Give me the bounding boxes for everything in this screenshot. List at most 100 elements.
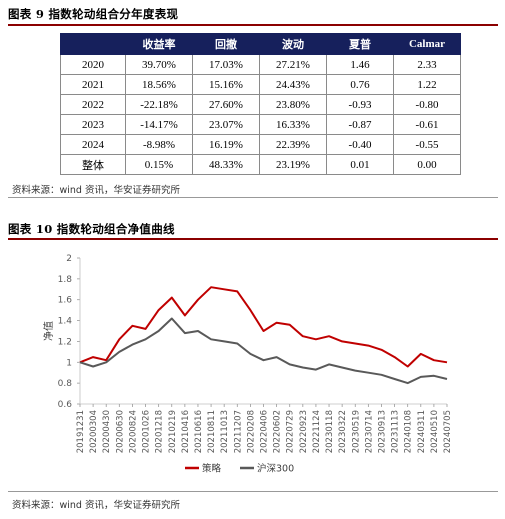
y-tick-label: 1.6 <box>58 296 73 306</box>
x-tick-label: 20230714 <box>364 410 374 453</box>
x-tick-label: 20200430 <box>102 410 112 453</box>
table-cell: 1.46 <box>326 54 394 75</box>
figure10-bottom-rule <box>8 491 498 492</box>
row-label-cell: 2024 <box>60 134 126 155</box>
table-row: 2023 -14.17% 23.07% 16.33% -0.87 -0.61 <box>60 114 461 135</box>
benchmark-series-line <box>79 317 448 385</box>
y-tick-label: 1.8 <box>58 275 73 285</box>
table-cell: -0.40 <box>326 134 394 155</box>
x-tick-label: 20211207 <box>233 410 243 453</box>
table-cell: 23.80% <box>259 94 327 115</box>
x-tick-label: 20210219 <box>168 410 178 453</box>
strategy-series-line <box>79 286 448 368</box>
table-cell: 23.19% <box>259 154 327 175</box>
table-cell: 27.21% <box>259 54 327 75</box>
table-row: 2020 39.70% 17.03% 27.21% 1.46 2.33 <box>60 54 461 75</box>
table-row: 整体 0.15% 48.33% 23.19% 0.01 0.00 <box>60 154 461 175</box>
x-tick-label: 20230519 <box>351 410 361 453</box>
figure9-bottom-rule <box>8 197 498 198</box>
x-tick-label: 20220602 <box>273 410 283 453</box>
column-header: Calmar <box>393 33 461 55</box>
y-tick-label: 1 <box>66 358 72 368</box>
table-cell: -8.98% <box>125 134 193 155</box>
table-cell: 0.00 <box>393 154 461 175</box>
x-tick-label: 20210811 <box>207 410 217 453</box>
figure9-title: 图表 9 指数轮动组合分年度表现 <box>8 7 179 21</box>
column-header <box>60 33 126 55</box>
table-cell: 0.01 <box>326 154 394 175</box>
x-tick-label: 20240108 <box>404 410 414 453</box>
x-tick-label: 20230913 <box>377 410 387 453</box>
table-cell: -0.87 <box>326 114 394 135</box>
table-cell: 15.16% <box>192 74 260 95</box>
x-tick-label: 20230118 <box>325 410 335 453</box>
x-tick-label: 20201026 <box>142 410 152 453</box>
x-tick-label: 20211013 <box>220 410 230 453</box>
figure10-title-rule <box>8 238 498 240</box>
x-tick-label: 20191231 <box>76 410 86 453</box>
x-tick-label: 20220208 <box>246 410 256 453</box>
table-cell: 48.33% <box>192 154 260 175</box>
legend-strategy-label: 策略 <box>202 463 222 475</box>
y-axis-label: 净值 <box>42 321 55 341</box>
table-header-row: 收益率 回撤 波动 夏普 Calmar <box>60 33 461 55</box>
figure10-title: 图表 10 指数轮动组合净值曲线 <box>8 222 175 236</box>
table-cell: 0.76 <box>326 74 394 95</box>
table-cell: 24.43% <box>259 74 327 95</box>
table-cell: 22.39% <box>259 134 327 155</box>
row-label-cell: 2022 <box>60 94 126 115</box>
row-label-cell: 2020 <box>60 54 126 75</box>
figure9-source: 资料来源：wind 资讯，华安证券研究所 <box>12 185 180 196</box>
table-cell: -0.55 <box>393 134 461 155</box>
x-tick-label: 20231113 <box>391 410 401 453</box>
figure10-source: 资料来源：wind 资讯，华安证券研究所 <box>12 500 180 511</box>
table-cell: 1.22 <box>393 74 461 95</box>
table-cell: -22.18% <box>125 94 193 115</box>
y-tick-label: 1.2 <box>58 337 72 347</box>
table-cell: 2.33 <box>393 54 461 75</box>
row-label-cell: 2023 <box>60 114 126 135</box>
table-row: 2021 18.56% 15.16% 24.43% 0.76 1.22 <box>60 74 461 95</box>
table-cell: 17.03% <box>192 54 260 75</box>
y-tick-label: 1.4 <box>58 317 73 327</box>
x-tick-label: 20220729 <box>286 410 296 453</box>
table-cell: 27.60% <box>192 94 260 115</box>
y-tick-label: 0.6 <box>58 400 73 410</box>
y-tick-label: 2 <box>66 254 72 264</box>
x-tick-label: 20200304 <box>89 410 99 453</box>
x-tick-label: 20230322 <box>338 410 348 453</box>
row-label-cell: 整体 <box>60 154 126 175</box>
column-header: 波动 <box>259 33 327 55</box>
table-cell: -0.61 <box>393 114 461 135</box>
table-cell: 16.33% <box>259 114 327 135</box>
figure9-title-rule <box>8 24 498 26</box>
x-tick-label: 20240705 <box>443 410 453 453</box>
x-tick-label: 20240510 <box>430 410 440 453</box>
x-tick-label: 20220406 <box>260 410 270 453</box>
x-tick-label: 20201218 <box>155 410 165 453</box>
column-header: 收益率 <box>125 33 193 55</box>
table-cell: 23.07% <box>192 114 260 135</box>
x-tick-label: 20210416 <box>181 410 191 453</box>
table-row: 2022 -22.18% 27.60% 23.80% -0.93 -0.80 <box>60 94 461 115</box>
table-cell: 39.70% <box>125 54 193 75</box>
x-tick-label: 20200824 <box>128 410 138 453</box>
x-tick-label: 20240311 <box>417 410 427 453</box>
row-label-cell: 2021 <box>60 74 126 95</box>
table-cell: 0.15% <box>125 154 193 175</box>
legend-benchmark-label: 沪深300 <box>257 463 294 475</box>
column-header: 回撤 <box>192 33 260 55</box>
table-cell: 16.19% <box>192 134 260 155</box>
x-tick-label: 20200630 <box>115 410 125 453</box>
y-tick-label: 0.8 <box>58 379 73 389</box>
performance-table: 收益率 回撤 波动 夏普 Calmar 2020 39.70% 17.03% 27.2… <box>60 33 461 175</box>
x-tick-label: 20220923 <box>299 410 309 453</box>
table-cell: -0.93 <box>326 94 394 115</box>
table-row: 2024 -8.98% 16.19% 22.39% -0.40 -0.55 <box>60 134 461 155</box>
x-tick-label: 20210616 <box>194 410 204 453</box>
column-header: 夏普 <box>326 33 394 55</box>
table-cell: -14.17% <box>125 114 193 135</box>
table-cell: -0.80 <box>393 94 461 115</box>
table-cell: 18.56% <box>125 74 193 95</box>
